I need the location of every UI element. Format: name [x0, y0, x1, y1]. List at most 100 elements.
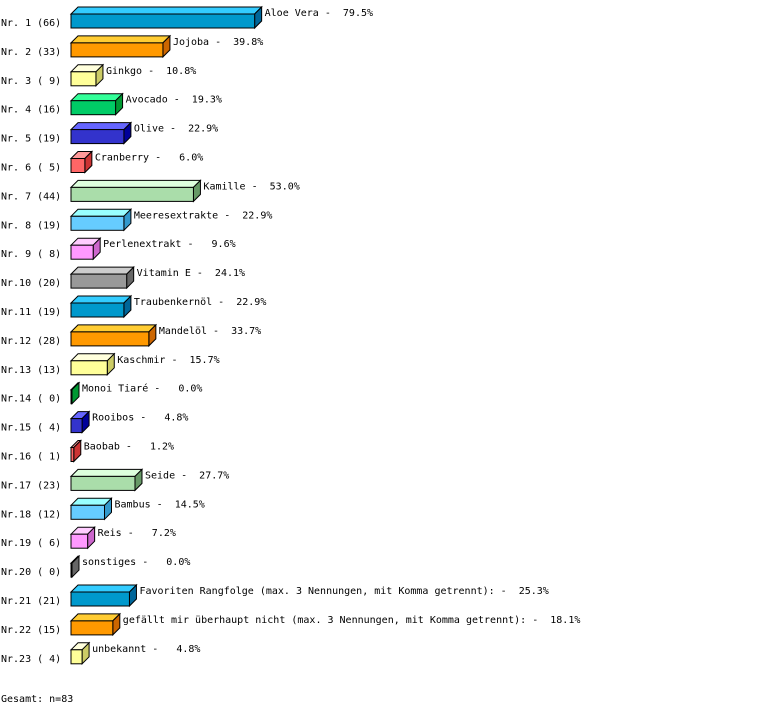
bar-row: Nr. 7 (44) Kamille - 53.0%: [1, 179, 300, 203]
bar: [70, 273, 128, 289]
row-rank-label: Nr.21 (21): [1, 596, 61, 607]
bar: [70, 158, 86, 173]
bar-data-label: Monoi Tiaré - 0.0%: [82, 383, 202, 395]
bar-data-label: Jojoba - 39.8%: [173, 37, 263, 48]
bar-data-label: Meeresextrakte - 22.9%: [134, 210, 272, 221]
bar-side: [71, 554, 80, 579]
row-rank-label: Nr. 1 (66): [1, 18, 61, 29]
bar-row: Nr.10 (20) Vitamin E - 24.1%: [1, 265, 245, 290]
bar-data-label: Mandelöl - 33.7%: [159, 326, 261, 337]
bar-data-label: Seide - 27.7%: [145, 470, 229, 481]
bar-row: Nr.12 (28) Mandelöl - 33.7%: [1, 323, 261, 348]
bar: [70, 302, 125, 318]
row-rank-label: Nr.20 ( 0): [1, 567, 61, 578]
row-rank-label: Nr.14 ( 0): [1, 394, 61, 405]
bar-data-label: Kaschmir - 15.7%: [117, 355, 219, 366]
row-rank-label: Nr. 9 ( 8): [1, 249, 61, 260]
bar: [70, 360, 108, 376]
bar-data-label: Cranberry - 6.0%: [95, 153, 203, 164]
bar-row: Nr. 4 (16) Avocado - 19.3%: [1, 92, 222, 116]
bar-top: [69, 613, 122, 622]
bar-top: [69, 208, 133, 217]
bar: [70, 591, 130, 607]
bar-row: Nr. 8 (19) Meeresextrakte - 22.9%: [1, 208, 272, 232]
row-rank-label: Nr.12 (28): [1, 336, 61, 347]
bar-row: Nr.16 ( 1) Baobab - 1.2%: [1, 439, 174, 463]
bar: [70, 100, 117, 116]
row-rank-label: Nr.23 ( 4): [1, 654, 61, 665]
row-rank-label: Nr. 7 (44): [1, 191, 61, 202]
row-rank-label: Nr.10 (20): [1, 278, 61, 289]
bar-row: Nr. 2 (33) Jojoba - 39.8%: [1, 34, 263, 59]
bar-row: Nr.15 ( 4) Rooibos - 4.8%: [1, 410, 188, 434]
bar-data-label: Traubenkernöl - 22.9%: [134, 297, 266, 308]
bar-row: Nr. 5 (19) Olive - 22.9%: [1, 121, 218, 145]
bar-data-label: Favoriten Rangfolge (max. 3 Nennungen, m…: [139, 586, 548, 597]
bar-data-label: Bambus - 14.5%: [114, 499, 204, 510]
bar-data-label: Vitamin E - 24.1%: [137, 268, 245, 279]
bar-data-label: Ginkgo - 10.8%: [106, 66, 196, 77]
bar-row: Nr.22 (15) gefällt mir überhaupt nicht (m…: [1, 612, 581, 637]
bar-data-label: Baobab - 1.2%: [84, 442, 174, 453]
bar-data-label: unbekannt - 4.8%: [92, 644, 200, 655]
bar: [70, 447, 75, 462]
bar-top: [69, 6, 263, 15]
row-rank-label: Nr.18 (12): [1, 509, 61, 520]
row-rank-label: Nr.22 (15): [1, 625, 61, 636]
bar-data-label: Reis - 7.2%: [98, 528, 176, 539]
bar: [70, 475, 136, 491]
bar: [70, 215, 125, 231]
bar: [70, 389, 73, 405]
bar: [70, 562, 73, 578]
row-rank-label: Nr.16 ( 1): [1, 452, 61, 463]
bar-row: Nr.20 ( 0) sonstiges - 0.0%: [1, 554, 190, 579]
bar-data-label: Kamille - 53.0%: [203, 181, 299, 192]
bar-top: [69, 295, 133, 304]
row-rank-label: Nr.11 (19): [1, 307, 61, 318]
bar: [70, 244, 94, 260]
row-rank-label: Nr.17 (23): [1, 480, 61, 491]
bar-row: Nr.18 (12) Bambus - 14.5%: [1, 497, 205, 521]
row-rank-label: Nr.19 ( 6): [1, 538, 61, 549]
bar: [70, 42, 164, 58]
bar-top: [69, 468, 144, 477]
bar: [70, 71, 97, 87]
bar-top: [69, 266, 135, 275]
bar-top: [69, 93, 124, 102]
bar-row: Nr. 3 ( 9) Ginkgo - 10.8%: [1, 63, 196, 88]
bar-row: Nr.11 (19) Traubenkernöl - 22.9%: [1, 294, 266, 319]
bar-side: [71, 381, 80, 405]
row-rank-label: Nr. 6 ( 5): [1, 163, 61, 174]
bar-data-label: gefällt mir überhaupt nicht (max. 3 Nenn…: [123, 615, 581, 626]
bar-row: Nr.21 (21) Favoriten Rangfolge (max. 3 Ne…: [1, 583, 549, 608]
bar-row: Nr.17 (23) Seide - 27.7%: [1, 468, 229, 492]
bar-data-label: Rooibos - 4.8%: [92, 413, 188, 424]
bar: [70, 620, 114, 636]
bar-top: [69, 122, 133, 131]
bar-data-label: Perlenextrakt - 9.6%: [103, 239, 235, 250]
bar: [70, 533, 89, 549]
bar: [70, 186, 194, 202]
row-rank-label: Nr. 8 (19): [1, 220, 61, 231]
bar: [70, 504, 105, 520]
bar: [70, 129, 125, 145]
row-rank-label: Nr.13 (13): [1, 365, 61, 376]
row-rank-label: Nr. 4 (16): [1, 105, 61, 116]
bar-top: [69, 179, 202, 188]
bar-row: Nr. 9 ( 8) Perlenextrakt - 9.6%: [1, 236, 236, 261]
bar-data-label: sonstiges - 0.0%: [82, 557, 190, 568]
bar: [70, 331, 150, 347]
bar-row: Nr.19 ( 6) Reis - 7.2%: [1, 525, 176, 550]
bar-top: [69, 35, 172, 44]
bar-row: Nr.14 ( 0) Monoi Tiaré - 0.0%: [1, 381, 202, 405]
total-footer: Gesamt: n=83: [1, 694, 73, 705]
bar-top: [69, 324, 158, 333]
bar-row: Nr.13 (13) Kaschmir - 15.7%: [1, 352, 220, 377]
bar: [70, 13, 256, 29]
bar-row: Nr. 6 ( 5) Cranberry - 6.0%: [1, 150, 203, 174]
bar-row: Nr.23 ( 4) unbekannt - 4.8%: [1, 641, 200, 666]
bar-data-label: Avocado - 19.3%: [126, 95, 222, 106]
bar-data-label: Olive - 22.9%: [134, 124, 218, 135]
bar: [70, 418, 83, 434]
